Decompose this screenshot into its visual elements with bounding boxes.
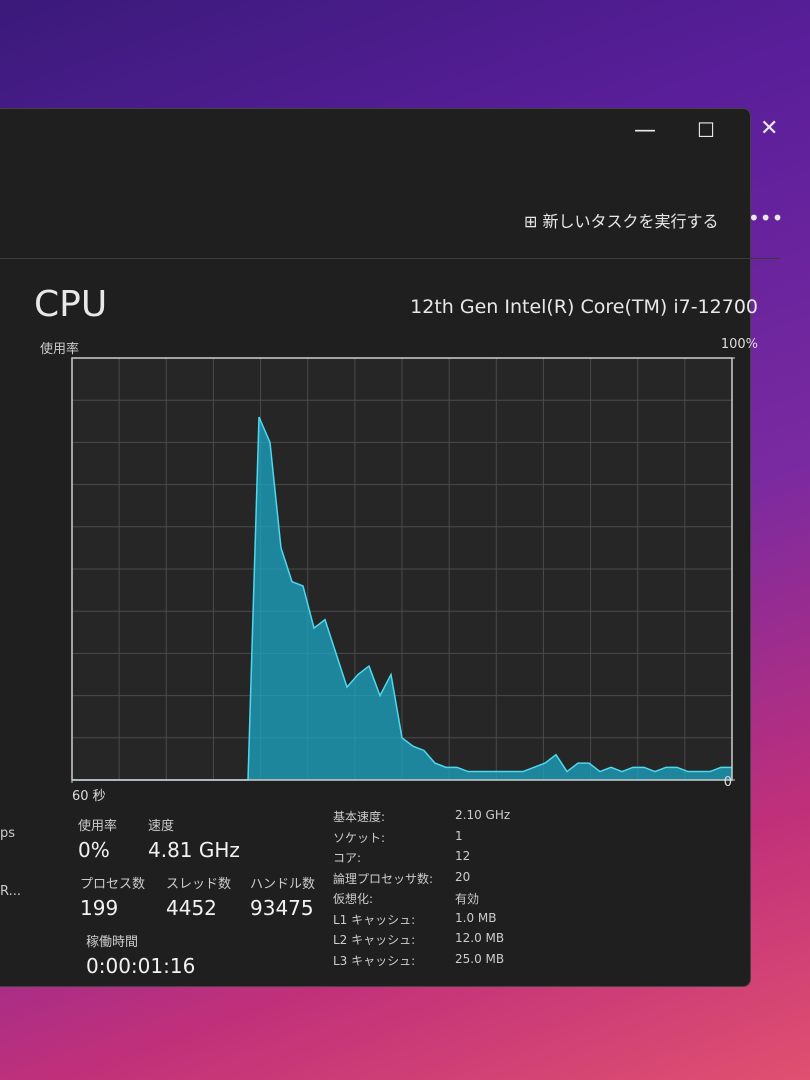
spec-label: コア: [333,851,362,865]
y-tick-label: 0 [724,775,732,790]
stat-label: 使用率 [78,819,118,834]
plot-border [71,357,733,781]
stat-label: 稼働時間 [86,935,139,950]
spec-value: 1 [455,828,463,843]
run-task-label: 新しいタスクを実行する [542,212,719,231]
spec-label: L3 キャッシュ: [333,953,416,968]
more-button[interactable]: ••• [748,206,784,230]
run-task-button[interactable]: ⊞ 新しいタスクを実行する [524,212,719,231]
spec-label: L2 キャッシュ: [333,933,416,947]
spec-value: 2.10 GHz [455,808,511,822]
minimize-button[interactable]: — [634,118,656,143]
stat-label: ハンドル数 [250,877,316,892]
spec-label: 基本速度: [333,810,386,824]
maximize-button[interactable]: ☐ [697,118,715,142]
spec-value: 有効 [455,892,480,906]
stat-value: 93475 [250,896,314,920]
stat-value: 0:00:01:16 [86,954,196,978]
cpu-model: 12th Gen Intel(R) Core(TM) i7-12700 [410,296,758,318]
separator [0,258,780,259]
spec-value: 12.0 MB [455,931,505,945]
chart-title: CPU [34,284,108,325]
spec-value: 12 [455,849,471,863]
stat-label: スレッド数 [166,877,232,892]
stat-label: 速度 [148,819,175,834]
spec-value: 1.0 MB [455,910,497,925]
spec-label: 仮想化: [333,892,374,906]
spec-value: 20 [455,869,471,884]
sidebar-item: R... [0,884,21,899]
stat-value: 199 [80,896,119,920]
spec-label: 論理プロセッサ数: [333,871,434,886]
stat-value: 0% [78,838,110,862]
stat-value: 4452 [166,896,217,920]
stat-label: プロセス数 [80,877,146,892]
y-axis-label: 使用率 [40,342,80,357]
close-button[interactable]: ✕ [760,116,779,141]
spec-value: 25.0 MB [455,951,505,966]
sidebar-item: ps [0,826,16,841]
spec-label: L1 キャッシュ: [333,912,416,927]
spec-label: ソケット: [333,830,386,845]
x-tick-label: 60 秒 [72,789,106,804]
y-tick-label: 100% [721,337,758,352]
stat-value: 4.81 GHz [148,838,240,862]
